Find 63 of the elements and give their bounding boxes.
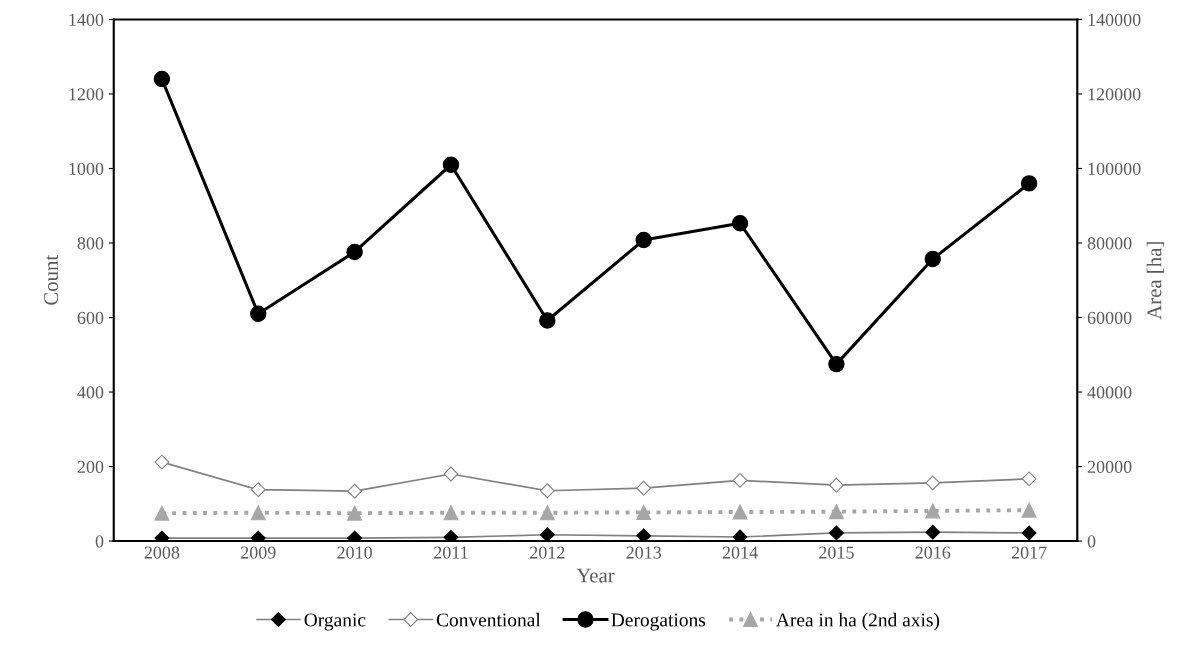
y2-tick-label: 100000	[1088, 162, 1141, 175]
point	[636, 480, 652, 496]
point	[635, 231, 652, 249]
y2-tick-label: 0	[1087, 535, 1096, 548]
x-tick-label: 2014	[722, 546, 758, 559]
point	[925, 475, 941, 491]
y-tick-label: 1000	[69, 162, 104, 175]
point	[539, 312, 556, 329]
legend-label: Area in ha (2nd axis)	[776, 612, 940, 631]
y2-tick-label: 40000	[1087, 386, 1132, 399]
point	[153, 70, 171, 88]
point	[346, 243, 363, 261]
point	[539, 483, 555, 499]
x-tick-label: 2012	[530, 546, 565, 559]
y-tick-label: 800	[77, 237, 104, 250]
point	[1020, 175, 1038, 192]
legend-label: Organic	[304, 613, 366, 631]
y-axis-title: Count	[44, 254, 59, 305]
point	[250, 305, 267, 322]
point	[731, 215, 749, 232]
point	[925, 524, 941, 540]
x-tick-label: 2016	[915, 546, 951, 559]
point	[1021, 525, 1037, 541]
point	[732, 472, 748, 488]
point	[732, 529, 748, 542]
point	[443, 529, 459, 542]
point	[636, 528, 652, 542]
point	[828, 477, 844, 493]
point	[539, 527, 555, 542]
y-tick-label: 600	[77, 311, 104, 324]
x-tick-label: 2015	[819, 546, 854, 559]
y2-tick-label: 140000	[1088, 13, 1141, 26]
x-tick-label: 2009	[240, 546, 276, 559]
y2-tick-label: 20000	[1087, 460, 1132, 473]
point	[250, 482, 266, 498]
point	[1021, 471, 1037, 487]
legend-label: Derogations	[611, 613, 706, 631]
point	[154, 530, 170, 542]
x-tick-label: 2010	[337, 546, 372, 559]
point	[828, 355, 845, 373]
y2-axis-title: Area [ha]	[1146, 242, 1164, 320]
point	[442, 156, 460, 173]
y-tick-label: 1400	[69, 13, 104, 26]
y-tick-label: 1200	[69, 88, 104, 101]
x-tick-label: 2011	[434, 546, 468, 559]
point	[924, 250, 941, 268]
x-tick-label: 2008	[144, 546, 180, 559]
x-axis-title: Year	[576, 568, 615, 583]
y2-tick-label: 120000	[1088, 88, 1141, 101]
y2-tick-label: 80000	[1087, 237, 1132, 250]
point	[347, 530, 363, 542]
point	[443, 466, 459, 482]
point	[154, 454, 170, 470]
x-tick-label: 2013	[626, 546, 662, 559]
legend-label: Conventional	[436, 612, 541, 627]
y-tick-label: 400	[77, 386, 104, 399]
x-tick-label: 2017	[1011, 546, 1047, 559]
y-tick-label: 200	[77, 460, 104, 473]
point	[828, 525, 844, 541]
y-tick-label: 0	[95, 535, 104, 548]
point	[250, 530, 266, 542]
y2-tick-label: 60000	[1087, 311, 1132, 324]
point	[347, 483, 363, 499]
